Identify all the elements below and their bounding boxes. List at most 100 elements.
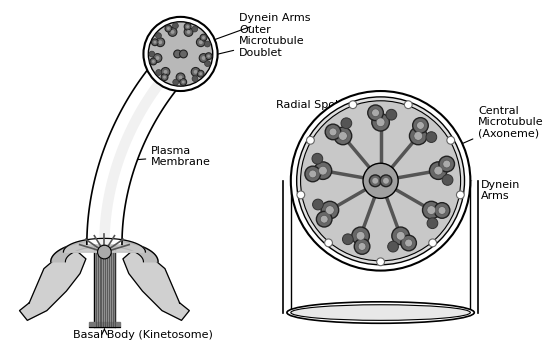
Circle shape — [148, 22, 213, 86]
Circle shape — [163, 76, 166, 79]
Circle shape — [153, 41, 156, 44]
Circle shape — [171, 30, 175, 34]
Text: Dynein Arms: Dynein Arms — [205, 13, 311, 43]
Circle shape — [312, 153, 322, 164]
Polygon shape — [19, 252, 86, 320]
Circle shape — [429, 162, 447, 179]
Circle shape — [192, 76, 198, 81]
Circle shape — [426, 132, 436, 143]
Circle shape — [438, 207, 446, 214]
Circle shape — [368, 105, 383, 121]
Circle shape — [202, 56, 206, 60]
Circle shape — [173, 79, 178, 85]
Circle shape — [207, 55, 210, 58]
Circle shape — [319, 166, 327, 175]
Circle shape — [371, 109, 379, 117]
Text: Dynein
Arms: Dynein Arms — [451, 175, 520, 202]
Circle shape — [401, 235, 416, 251]
Polygon shape — [51, 240, 158, 262]
Circle shape — [192, 26, 198, 32]
Circle shape — [184, 23, 191, 30]
Polygon shape — [470, 181, 478, 313]
Circle shape — [354, 239, 370, 254]
Circle shape — [156, 56, 160, 60]
Circle shape — [156, 38, 165, 47]
Circle shape — [291, 91, 470, 271]
Circle shape — [98, 245, 111, 259]
Circle shape — [172, 23, 178, 29]
Circle shape — [161, 68, 170, 76]
Circle shape — [325, 206, 334, 214]
Circle shape — [199, 72, 202, 75]
Circle shape — [309, 170, 316, 178]
Text: Central
Microtubule
(Axoneme): Central Microtubule (Axoneme) — [391, 106, 544, 175]
Circle shape — [443, 160, 450, 168]
Circle shape — [376, 118, 385, 127]
Circle shape — [301, 101, 460, 261]
Circle shape — [404, 101, 412, 108]
Circle shape — [325, 124, 341, 140]
Circle shape — [158, 40, 162, 44]
Circle shape — [297, 97, 464, 265]
Circle shape — [413, 118, 428, 133]
Circle shape — [150, 58, 157, 65]
Circle shape — [312, 199, 323, 210]
Circle shape — [196, 38, 205, 47]
Circle shape — [358, 242, 366, 250]
Circle shape — [152, 60, 155, 63]
Polygon shape — [93, 244, 115, 327]
Circle shape — [369, 175, 381, 187]
Circle shape — [342, 234, 353, 244]
Circle shape — [380, 175, 392, 187]
Circle shape — [205, 41, 210, 47]
Circle shape — [167, 27, 170, 30]
Circle shape — [427, 218, 438, 228]
Circle shape — [429, 239, 436, 247]
Circle shape — [405, 239, 413, 247]
Circle shape — [356, 232, 365, 240]
Circle shape — [434, 203, 450, 218]
Circle shape — [182, 80, 185, 84]
Circle shape — [447, 136, 455, 144]
Circle shape — [191, 68, 200, 76]
Circle shape — [388, 241, 399, 252]
Ellipse shape — [291, 305, 470, 320]
Circle shape — [386, 109, 397, 120]
Circle shape — [163, 70, 167, 74]
Circle shape — [202, 36, 205, 39]
Circle shape — [186, 25, 189, 28]
Circle shape — [297, 191, 305, 199]
Circle shape — [396, 232, 405, 240]
Circle shape — [427, 206, 436, 214]
Circle shape — [184, 28, 193, 36]
Circle shape — [321, 201, 339, 219]
Circle shape — [423, 201, 440, 219]
Circle shape — [349, 101, 357, 108]
Circle shape — [205, 61, 211, 66]
Circle shape — [161, 74, 168, 80]
Circle shape — [187, 30, 191, 34]
Circle shape — [376, 258, 385, 266]
Circle shape — [329, 128, 337, 136]
Text: Basal Body (Kinetosome): Basal Body (Kinetosome) — [73, 330, 213, 340]
Circle shape — [320, 215, 328, 223]
Circle shape — [352, 227, 369, 244]
Circle shape — [156, 70, 162, 75]
Circle shape — [334, 127, 352, 145]
Circle shape — [392, 227, 409, 244]
Polygon shape — [283, 181, 291, 313]
Text: Radial Spoke: Radial Spoke — [276, 100, 354, 117]
Circle shape — [442, 175, 453, 185]
Circle shape — [456, 191, 464, 199]
Circle shape — [180, 50, 187, 58]
Circle shape — [180, 78, 187, 86]
Ellipse shape — [287, 302, 474, 323]
Text: Outer
Microtubule
Doublet: Outer Microtubule Doublet — [201, 25, 305, 58]
Circle shape — [199, 40, 203, 44]
Circle shape — [193, 70, 197, 74]
Circle shape — [409, 127, 427, 145]
Circle shape — [156, 33, 161, 39]
Circle shape — [199, 54, 208, 62]
Circle shape — [151, 39, 158, 46]
Polygon shape — [89, 322, 120, 327]
